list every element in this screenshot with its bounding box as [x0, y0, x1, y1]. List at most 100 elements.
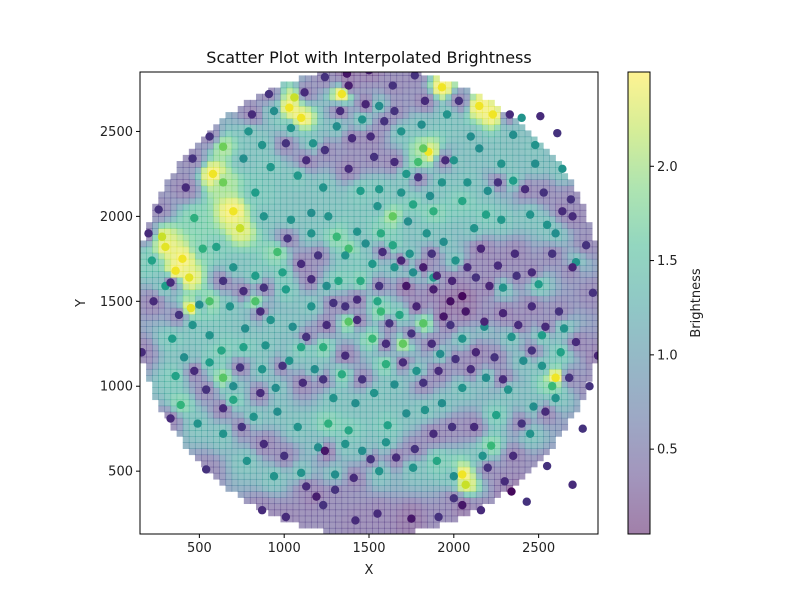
interpolated-cell — [335, 246, 343, 254]
interpolated-cell — [420, 356, 428, 364]
interpolated-cell — [543, 295, 550, 303]
interpolated-cell — [451, 283, 459, 291]
interpolated-cell — [494, 148, 501, 156]
interpolated-cell — [445, 216, 453, 223]
scatter-point — [391, 453, 401, 462]
interpolated-cell — [298, 234, 306, 242]
interpolated-cell — [384, 307, 391, 315]
interpolated-cell — [420, 105, 428, 113]
interpolated-cell — [579, 246, 587, 254]
interpolated-cell — [304, 472, 312, 480]
interpolated-cell — [188, 271, 196, 278]
interpolated-cell — [420, 436, 428, 443]
interpolated-cell — [524, 130, 532, 138]
interpolated-cell — [335, 191, 343, 199]
interpolated-cell — [506, 295, 514, 303]
interpolated-cell — [384, 264, 391, 272]
scatter-point — [408, 268, 418, 277]
interpolated-cell — [420, 411, 428, 419]
interpolated-cell — [573, 271, 581, 278]
interpolated-cell — [164, 289, 172, 297]
interpolated-cell — [469, 240, 477, 248]
interpolated-cell — [182, 264, 190, 272]
interpolated-cell — [176, 430, 184, 437]
scatter-point — [446, 297, 455, 306]
interpolated-cell — [585, 228, 593, 235]
interpolated-cell — [549, 185, 556, 193]
scatter-point — [571, 337, 581, 347]
interpolated-cell — [481, 118, 489, 125]
interpolated-cell — [402, 405, 410, 413]
interpolated-cell — [359, 491, 367, 498]
interpolated-cell — [555, 173, 562, 180]
interpolated-cell — [481, 381, 489, 388]
interpolated-cell — [201, 454, 208, 462]
interpolated-cell — [188, 234, 196, 242]
interpolated-cell — [524, 161, 532, 168]
interpolated-cell — [225, 430, 233, 437]
interpolated-cell — [506, 466, 514, 474]
interpolated-cell — [329, 191, 337, 199]
interpolated-cell — [402, 436, 410, 443]
interpolated-cell — [378, 368, 385, 376]
interpolated-cell — [396, 105, 404, 113]
interpolated-cell — [494, 271, 501, 278]
interpolated-cell — [274, 350, 282, 358]
interpolated-cell — [207, 350, 214, 358]
scatter-point — [541, 407, 550, 416]
interpolated-cell — [463, 93, 471, 101]
interpolated-cell — [256, 478, 263, 486]
scatter-point — [293, 171, 302, 180]
interpolated-cell — [469, 283, 477, 291]
interpolated-cell — [152, 240, 159, 248]
interpolated-cell — [353, 179, 361, 187]
interpolated-cell — [445, 173, 453, 180]
interpolated-cell — [475, 173, 483, 180]
interpolated-cell — [329, 423, 337, 431]
interpolated-cell — [201, 393, 208, 401]
interpolated-cell — [359, 105, 367, 113]
interpolated-cell — [219, 442, 227, 449]
interpolated-cell — [372, 436, 379, 443]
interpolated-cell — [164, 203, 172, 211]
scatter-point — [178, 254, 187, 264]
interpolated-cell — [335, 264, 343, 272]
scatter-point — [288, 322, 297, 331]
interpolated-cell — [481, 203, 489, 211]
interpolated-cell — [329, 173, 337, 180]
interpolated-cell — [274, 161, 282, 168]
interpolated-cell — [445, 368, 453, 376]
interpolated-cell — [365, 93, 373, 101]
interpolated-cell — [268, 130, 275, 138]
interpolated-cell — [219, 387, 227, 394]
interpolated-cell — [402, 234, 410, 242]
interpolated-cell — [427, 167, 434, 174]
interpolated-cell — [353, 148, 361, 156]
interpolated-cell — [524, 344, 532, 352]
interpolated-cell — [457, 112, 465, 119]
interpolated-cell — [347, 295, 355, 303]
interpolated-cell — [536, 301, 544, 309]
interpolated-cell — [298, 521, 306, 529]
interpolated-cell — [469, 234, 477, 242]
interpolated-cell — [335, 399, 343, 407]
interpolated-cell — [549, 430, 556, 437]
interpolated-cell — [323, 87, 330, 95]
interpolated-cell — [335, 283, 343, 291]
interpolated-cell — [182, 246, 190, 254]
chart-title: Scatter Plot with Interpolated Brightnes… — [206, 48, 531, 67]
scatter-point — [157, 232, 167, 241]
interpolated-cell — [262, 387, 269, 394]
interpolated-cell — [451, 264, 459, 272]
interpolated-cell — [457, 344, 465, 352]
interpolated-cell — [469, 478, 477, 486]
interpolated-cell — [512, 338, 520, 346]
interpolated-cell — [243, 411, 251, 419]
scatter-point — [381, 339, 391, 348]
interpolated-cell — [359, 332, 367, 339]
interpolated-cell — [329, 442, 337, 449]
interpolated-cell — [427, 240, 434, 248]
interpolated-cell — [298, 356, 306, 364]
interpolated-cell — [445, 430, 453, 437]
interpolated-cell — [201, 289, 208, 297]
